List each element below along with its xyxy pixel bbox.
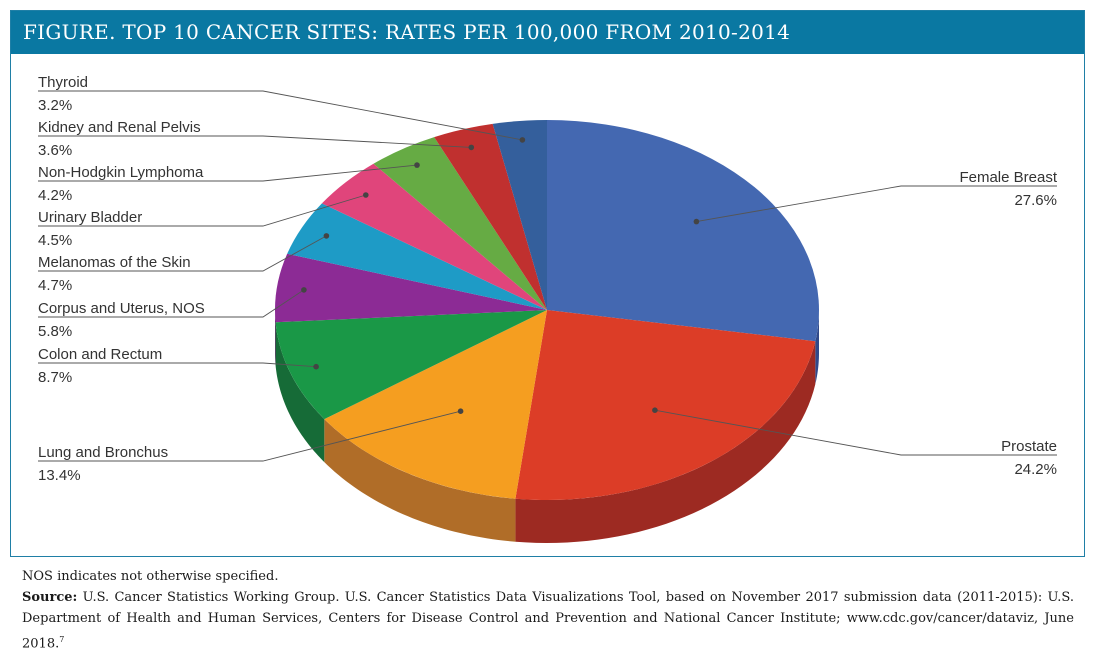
leader-line-10 xyxy=(38,90,523,141)
pie-side-4 xyxy=(275,322,325,463)
pie-slice-9 xyxy=(434,123,547,310)
label-group-6: Melanomas of the Skin 4.7% xyxy=(38,233,330,294)
slice-label-6: Melanomas of the Skin xyxy=(38,254,191,271)
pie-side-1 xyxy=(815,310,819,385)
slice-value-4: 8.7% xyxy=(38,369,72,386)
leader-line-1 xyxy=(696,185,1057,223)
slice-label-10: Thyroid xyxy=(38,74,88,91)
pie-side-2 xyxy=(515,341,816,543)
chart-title: FIGURE. TOP 10 CANCER SITES: RATES PER 1… xyxy=(23,20,791,44)
pie-side-5 xyxy=(275,310,276,366)
pie-slice-6 xyxy=(287,203,547,310)
pie-chart: Female Breast 27.6% Prostate 24.2% Lung and … xyxy=(38,74,1058,543)
slice-label-4: Colon and Rectum xyxy=(38,346,162,363)
slice-label-8: Non-Hodgkin Lymphoma xyxy=(38,164,204,181)
label-group-7: Urinary Bladder 4.5% xyxy=(38,192,369,249)
leader-line-4 xyxy=(38,362,317,368)
slice-value-3: 13.4% xyxy=(38,467,81,484)
leader-line-3 xyxy=(38,410,461,462)
slice-label-9: Kidney and Renal Pelvis xyxy=(38,119,201,136)
pie-slice-10 xyxy=(492,120,547,310)
pie-slices xyxy=(275,120,819,501)
leader-dot-7 xyxy=(363,192,369,198)
source-label: Source: xyxy=(22,590,78,605)
nos-note: NOS indicates not otherwise specified. xyxy=(22,569,279,584)
leader-line-5 xyxy=(38,289,305,318)
label-group-2: Prostate 24.2% xyxy=(652,407,1057,478)
pie-slice-1 xyxy=(547,120,819,342)
pie-side-walls xyxy=(275,310,819,543)
leader-dot-1 xyxy=(693,218,700,225)
slice-label-7: Urinary Bladder xyxy=(38,209,142,226)
label-group-5: Corpus and Uterus, NOS 5.8% xyxy=(38,287,307,340)
pie-slice-2 xyxy=(515,310,816,501)
leader-dot-2 xyxy=(652,407,658,414)
pie-slice-7 xyxy=(321,163,547,310)
slice-labels: Female Breast 27.6% Prostate 24.2% Lung and … xyxy=(38,74,1058,484)
leader-line-7 xyxy=(38,194,366,227)
leader-line-2 xyxy=(654,409,1057,456)
slice-value-9: 3.6% xyxy=(38,142,72,159)
leader-dot-5 xyxy=(301,287,307,293)
leader-dot-9 xyxy=(468,144,475,151)
pie-slice-4 xyxy=(275,310,547,420)
slice-value-2: 24.2% xyxy=(1014,461,1057,478)
pie-slice-3 xyxy=(324,310,547,499)
figure-frame: FIGURE. TOP 10 CANCER SITES: RATES PER 1… xyxy=(10,10,1085,557)
leader-dot-8 xyxy=(414,162,420,168)
label-group-1: Female Breast 27.6% xyxy=(693,169,1058,225)
leader-dot-3 xyxy=(457,408,464,415)
pie-side-3 xyxy=(324,419,516,542)
leader-dot-10 xyxy=(519,137,526,143)
slice-label-5: Corpus and Uterus, NOS xyxy=(38,300,205,317)
slice-value-10: 3.2% xyxy=(38,97,72,114)
source-reference: 7 xyxy=(59,635,65,644)
label-group-8: Non-Hodgkin Lymphoma 4.2% xyxy=(38,162,420,204)
pie-slice-5 xyxy=(275,253,547,323)
label-group-3: Lung and Bronchus 13.4% xyxy=(38,408,464,484)
title-bar: FIGURE. TOP 10 CANCER SITES: RATES PER 1… xyxy=(11,11,1084,54)
figure-notes: NOS indicates not otherwise specified. S… xyxy=(22,566,1074,654)
slice-value-5: 5.8% xyxy=(38,323,72,340)
source-text: U.S. Cancer Statistics Working Group. U.… xyxy=(22,590,1074,652)
leader-line-8 xyxy=(38,164,418,182)
label-group-4: Colon and Rectum 8.7% xyxy=(38,346,319,386)
slice-label-2: Prostate xyxy=(1001,438,1057,455)
slice-value-1: 27.6% xyxy=(1014,192,1057,209)
leader-dot-4 xyxy=(313,363,319,370)
slice-value-6: 4.7% xyxy=(38,277,72,294)
source-note: Source: U.S. Cancer Statistics Working G… xyxy=(22,587,1074,654)
slice-label-1: Female Breast xyxy=(959,169,1057,186)
pie-slice-8 xyxy=(373,137,547,310)
label-group-10: Thyroid 3.2% xyxy=(38,74,526,143)
leader-line-6 xyxy=(38,235,327,272)
slice-value-8: 4.2% xyxy=(38,187,72,204)
slice-label-3: Lung and Bronchus xyxy=(38,444,168,461)
leader-line-9 xyxy=(38,135,472,148)
slice-value-7: 4.5% xyxy=(38,232,72,249)
label-group-9: Kidney and Renal Pelvis 3.6% xyxy=(38,119,475,159)
leader-dot-6 xyxy=(323,233,330,239)
